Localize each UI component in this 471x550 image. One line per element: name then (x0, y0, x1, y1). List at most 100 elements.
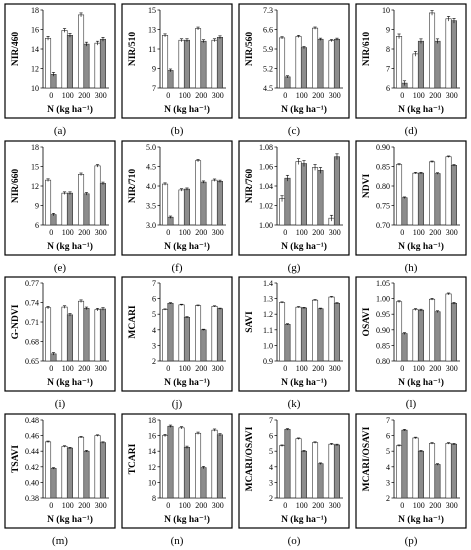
x-axis-label: N (kg ha⁻¹) (398, 377, 444, 388)
x-tick-label: 300 (95, 228, 107, 237)
panel-frame (238, 140, 350, 256)
bar-series-2 (401, 333, 408, 362)
bar-series-1 (312, 299, 319, 362)
x-axis-label: N (kg ha⁻¹) (281, 104, 327, 115)
x-tick-label: 100 (179, 364, 191, 373)
y-tick-label: 9 (35, 202, 39, 211)
y-tick-label: 2 (152, 357, 156, 366)
y-tick-label: 0.85 (376, 341, 390, 350)
x-tick-label: 100 (296, 91, 308, 100)
y-tick-label: 4 (269, 463, 273, 472)
bar-series-2 (450, 20, 458, 89)
x-tick-label: 300 (212, 501, 224, 510)
y-axis-label: NIR/510 (128, 32, 138, 67)
y-tick-label: 6 (386, 432, 390, 441)
x-tick-label: 200 (78, 228, 90, 237)
bar-series-2 (417, 40, 425, 89)
bar-series-2 (300, 47, 308, 89)
x-axis-label: N (kg ha⁻¹) (47, 514, 93, 525)
y-tick-label: 0.46 (25, 432, 39, 441)
panel-frame (238, 413, 350, 529)
bar-series-1 (61, 192, 68, 226)
bar-series-2 (167, 70, 174, 89)
x-tick-label: 200 (78, 364, 90, 373)
x-tick-label: 100 (296, 228, 308, 237)
bar-series-1 (328, 296, 335, 362)
bar-series-1 (396, 36, 403, 89)
y-tick-label: 0.77 (25, 279, 39, 288)
panel-frame (238, 276, 350, 392)
bar-series-2 (450, 165, 458, 226)
x-tick-label: 100 (413, 91, 425, 100)
y-tick-label: 18 (148, 416, 156, 425)
x-tick-label: 100 (296, 364, 308, 373)
y-tick-label: 5.0 (146, 143, 156, 152)
y-axis-label: TSAVI (11, 445, 21, 473)
bar-series-2 (66, 192, 73, 226)
y-tick-label: 13 (148, 26, 156, 35)
bar-series-2 (183, 317, 191, 362)
bar-series-1 (78, 174, 85, 226)
y-tick-label: 1.4 (263, 279, 273, 288)
y-tick-label: 0.80 (376, 182, 390, 191)
y-tick-label: 1.06 (259, 163, 273, 172)
y-tick-label: 3.5 (146, 202, 156, 211)
x-tick-label: 100 (179, 501, 191, 510)
y-tick-label: 0.42 (25, 463, 39, 472)
x-tick-label: 300 (212, 228, 224, 237)
x-tick-label: 0 (400, 91, 404, 100)
bar-series-2 (83, 193, 90, 226)
y-axis-label: G-NDVI (11, 304, 21, 339)
x-axis-label: N (kg ha⁻¹) (398, 514, 444, 525)
y-tick-label: 0.90 (376, 143, 390, 152)
y-tick-label: 5 (152, 310, 156, 319)
y-tick-label: 1.1 (263, 326, 273, 335)
panel-label: (p) (405, 535, 418, 547)
x-tick-label: 100 (179, 228, 191, 237)
bar-series-1 (61, 446, 68, 499)
y-axis-label: MCARI (128, 305, 138, 339)
y-axis-label: OSAVI (362, 307, 372, 336)
bar-series-2 (333, 156, 341, 226)
bar-series-1 (396, 164, 403, 226)
y-tick-label: 0.9 (263, 357, 273, 366)
bar-series-1 (211, 39, 218, 89)
x-tick-label: 200 (429, 364, 441, 373)
bar-series-2 (50, 74, 57, 89)
y-tick-label: 7.3 (263, 6, 273, 15)
y-tick-label: 8 (386, 45, 390, 54)
x-tick-label: 100 (62, 91, 74, 100)
bar-series-2 (183, 188, 191, 226)
bar-series-1 (445, 156, 452, 226)
bar-series-1 (429, 161, 436, 226)
x-tick-label: 100 (296, 501, 308, 510)
y-tick-label: 10 (31, 84, 39, 93)
bar-series-2 (200, 329, 207, 362)
y-axis-label: NIR/660 (11, 169, 21, 204)
panel-label: (i) (55, 398, 66, 410)
bar-series-1 (312, 167, 319, 226)
x-tick-label: 200 (195, 228, 207, 237)
x-tick-label: 300 (329, 91, 341, 100)
bar-series-1 (45, 37, 52, 89)
y-axis-label: SAVI (245, 311, 255, 333)
x-tick-label: 200 (429, 228, 441, 237)
y-tick-label: 18 (31, 6, 39, 15)
bar-series-1 (429, 298, 436, 362)
y-tick-label: 12 (148, 463, 156, 472)
panel-label: (c) (288, 125, 301, 137)
bar-series-1 (162, 183, 169, 226)
y-tick-label: 6 (35, 221, 39, 230)
bar-series-2 (417, 309, 425, 362)
panel-label: (o) (288, 535, 301, 547)
bar-series-1 (412, 437, 419, 499)
x-tick-label: 300 (446, 501, 458, 510)
bar-series-1 (295, 438, 302, 499)
bar-series-1 (162, 35, 169, 89)
x-tick-label: 300 (329, 501, 341, 510)
y-tick-label: 3.0 (146, 221, 156, 230)
y-tick-label: 16 (31, 26, 39, 35)
